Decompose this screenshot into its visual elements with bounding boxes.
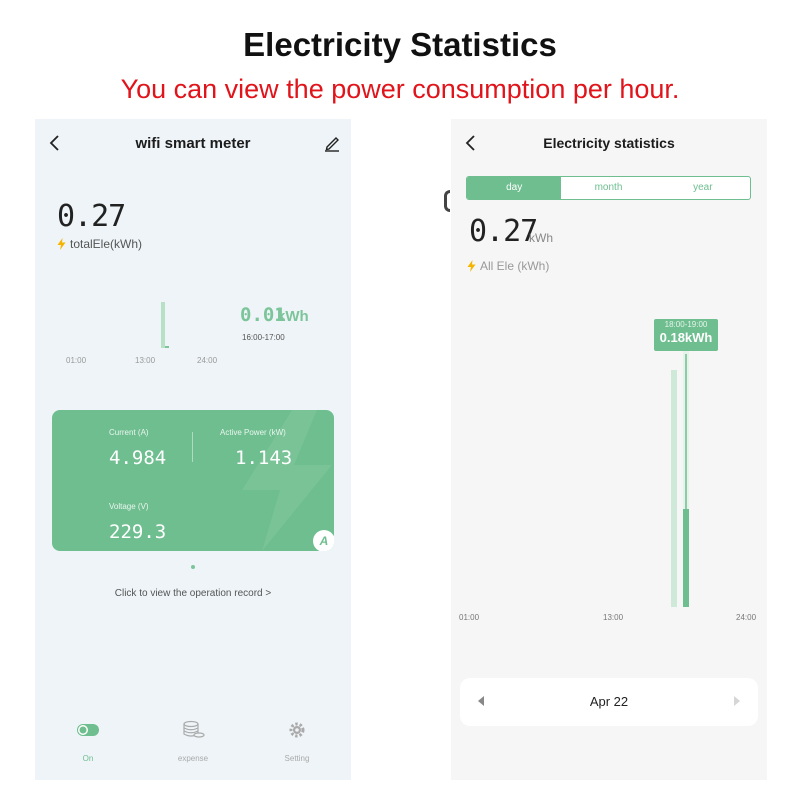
tab-setting-label: Setting (284, 754, 310, 763)
tooltip-time: 18:00-19:00 (664, 320, 708, 329)
active-power-value: 1.143 (235, 447, 293, 469)
selected-hour-value: 0.01 (240, 304, 286, 326)
operation-record-link[interactable]: Click to view the operation record > (114, 588, 272, 599)
total-energy-caption: All Ele (kWh) (467, 259, 549, 273)
selected-hour-range: 16:00-17:00 (242, 333, 285, 342)
lightning-icon (467, 260, 476, 272)
lightning-watermark-icon (242, 410, 332, 551)
next-day-icon[interactable] (732, 695, 742, 707)
edit-icon[interactable] (323, 134, 341, 152)
live-readings-card[interactable]: Current (A) 4.984 Active Power (kW) 1.14… (52, 410, 334, 551)
chart-bar-peak (161, 302, 165, 348)
tab-on-label: On (82, 754, 94, 763)
tab-expense-label: expense (177, 754, 209, 763)
total-energy-label: All Ele (kWh) (480, 259, 550, 273)
tooltip-value: 0.18kWh (659, 330, 713, 345)
pager-dot (191, 565, 195, 569)
overlap-edge-glyph (444, 190, 450, 212)
chart-bar-background (671, 370, 677, 607)
meter-overview-screen: wifi smart meter 0.27 totalEle(kWh) 01:0… (35, 119, 351, 780)
tab-setting[interactable]: Setting (267, 719, 327, 763)
active-power-label: Active Power (kW) (220, 428, 286, 437)
x-tick: 01:00 (459, 613, 480, 622)
x-tick: 24:00 (736, 613, 757, 622)
page-title: wifi smart meter (135, 135, 251, 152)
toggle-icon (77, 724, 99, 736)
page-title: Electricity statistics (543, 135, 675, 151)
x-tick: 24:00 (197, 356, 218, 365)
date-navigator: Apr 22 (460, 678, 758, 726)
voltage-label: Voltage (V) (109, 502, 149, 511)
back-arrow-icon[interactable] (47, 133, 63, 153)
x-tick: 13:00 (603, 613, 624, 622)
hourly-mini-chart[interactable] (57, 299, 227, 359)
lightning-icon (57, 238, 66, 250)
coins-icon (183, 720, 205, 738)
phase-badge[interactable]: A (313, 530, 334, 551)
hourly-usage-chart[interactable] (451, 314, 767, 614)
current-label: Current (A) (109, 428, 149, 437)
previous-day-icon[interactable] (476, 695, 486, 707)
total-energy-value: 0.27 (57, 199, 126, 234)
selected-hour-unit: kWh (277, 308, 309, 325)
banner-subtitle: You can view the power consumption per h… (120, 74, 680, 104)
banner-title: Electricity Statistics (243, 26, 557, 63)
total-energy-value: 0.27 (469, 214, 538, 249)
chart-tooltip: 18:00-19:00 0.18kWh (654, 319, 718, 351)
date-label: Apr 22 (589, 694, 629, 709)
tab-on[interactable]: On (58, 719, 118, 763)
card-divider (192, 432, 193, 462)
tab-day[interactable]: day (467, 177, 562, 199)
current-value: 4.984 (109, 447, 167, 469)
chart-bar-selected (683, 509, 689, 607)
total-energy-label: totalEle(kWh) (70, 237, 143, 251)
x-tick: 13:00 (135, 356, 156, 365)
electricity-statistics-screen: Electricity statistics day month year 0.… (451, 119, 767, 780)
back-arrow-icon[interactable] (463, 133, 479, 153)
tab-month[interactable]: month (594, 182, 623, 193)
voltage-value: 229.3 (109, 521, 167, 543)
x-tick: 01:00 (66, 356, 87, 365)
total-energy-unit: kWh (529, 231, 553, 245)
gear-icon (289, 722, 305, 738)
chart-bar-selected (165, 346, 169, 348)
tab-expense[interactable]: expense (163, 719, 223, 763)
total-energy-caption: totalEle(kWh) (57, 237, 142, 251)
tab-year[interactable]: year (693, 182, 713, 193)
period-selector: day month year (466, 176, 751, 200)
